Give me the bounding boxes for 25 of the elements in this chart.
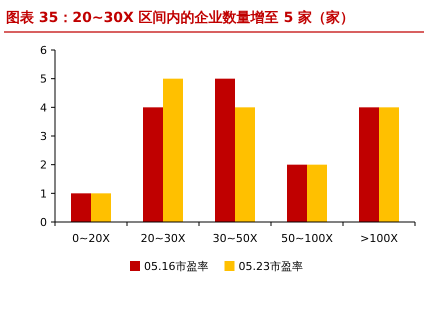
x-tick-label: 20~30X <box>140 232 186 245</box>
y-tick-label: 5 <box>40 72 47 86</box>
y-tick-label: 0 <box>40 216 47 229</box>
y-tick-label: 2 <box>40 158 47 172</box>
bar <box>359 107 379 222</box>
bar <box>143 107 163 222</box>
bar <box>379 107 399 222</box>
x-tick-label: >100X <box>360 232 398 245</box>
x-tick-label: 50~100X <box>281 232 334 245</box>
y-tick-label: 1 <box>40 187 47 200</box>
bar <box>307 164 327 222</box>
legend-label: 05.23市盈率 <box>238 260 303 273</box>
x-tick-label: 30~50X <box>212 232 258 245</box>
chart-title: 图表 35：20~30X 区间内的企业数量增至 5 家（家） <box>6 9 354 26</box>
bar <box>91 193 111 222</box>
bar <box>71 193 91 222</box>
legend-label: 05.16市盈率 <box>144 260 208 273</box>
y-tick-label: 3 <box>40 130 47 143</box>
bar <box>287 164 307 222</box>
bar <box>215 78 235 222</box>
bar <box>235 107 255 222</box>
bar <box>163 78 183 222</box>
y-tick-label: 4 <box>40 101 47 114</box>
y-tick-label: 6 <box>40 44 47 57</box>
x-tick-label: 0~20X <box>72 232 110 245</box>
